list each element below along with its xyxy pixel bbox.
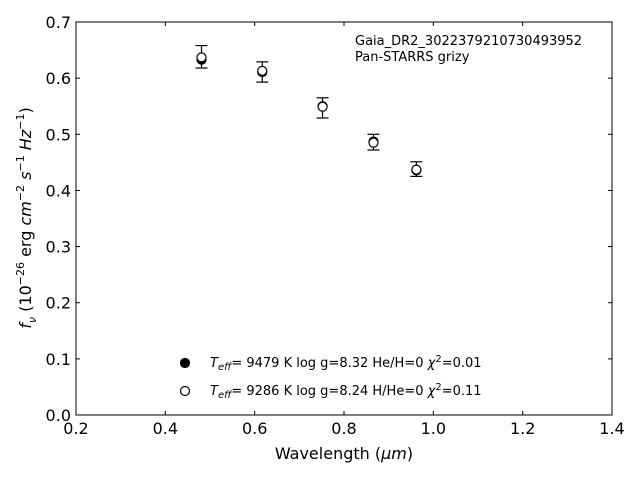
- legend-entry-part: = 9479 K log g=8.32 He/H=0: [231, 356, 427, 371]
- legend-marker: [179, 357, 191, 369]
- y-axis-title-part: cm: [16, 201, 35, 225]
- y-tick-label: 0.2: [46, 294, 71, 313]
- y-axis-title-part: (10: [16, 285, 35, 317]
- x-tick-label: 1.4: [599, 419, 624, 438]
- y-axis-title-part: s: [16, 172, 35, 180]
- y-axis-title-part: −1: [14, 114, 27, 130]
- model-point-open: [196, 52, 207, 63]
- x-tick-label: 0.4: [153, 419, 178, 438]
- legend-entry: Teff= 9479 K log g=8.32 He/H=0 χ2=0.01: [210, 354, 482, 373]
- y-tick-label: 0.7: [46, 13, 71, 32]
- y-tick-label: 0.3: [46, 238, 71, 257]
- y-axis: 0.0 0.1 0.2 0.3 0.4 0.5 0.6 0.7: [46, 13, 612, 425]
- legend-entry-part: eff: [218, 362, 233, 373]
- legend-entry-part: 2: [435, 354, 441, 365]
- legend: Teff= 9479 K log g=8.32 He/H=0 χ2=0.01Te…: [179, 354, 482, 401]
- y-axis-title-part: −26: [14, 262, 27, 285]
- y-axis-title-part: Hz: [16, 129, 35, 150]
- y-axis-title-text: fν (10−26 erg cm−2 s−1 Hz−1): [14, 107, 39, 328]
- survey-annotation: Pan-STARRS grizy: [355, 50, 470, 65]
- legend-entry-part: T: [210, 356, 219, 371]
- model-point-open: [368, 137, 379, 148]
- legend-entry-part: eff: [218, 390, 233, 401]
- legend-entry-part: T: [210, 384, 219, 399]
- legend-entry-part: =0.11: [442, 384, 482, 399]
- legend-entry-part: 2: [435, 382, 441, 393]
- x-tick-label: 1.0: [421, 419, 446, 438]
- y-tick-label: 0.6: [46, 69, 71, 88]
- legend-entry-part: χ: [427, 384, 437, 399]
- star-id-annotation: Gaia_DR2_3022379210730493952: [355, 34, 582, 49]
- legend-marker: [179, 385, 191, 397]
- y-tick-label: 0.1: [46, 350, 71, 369]
- y-axis-title-part: −2: [14, 185, 27, 201]
- y-axis-title-part: ν: [26, 317, 39, 323]
- y-axis-title-part: erg: [16, 226, 35, 262]
- x-axis-title: Wavelength (μm): [275, 444, 413, 463]
- legend-entry-part: χ: [427, 356, 437, 371]
- x-tick-label: 0.6: [242, 419, 267, 438]
- y-axis-title: fν (10−26 erg cm−2 s−1 Hz−1): [14, 107, 39, 328]
- model-point-open: [411, 164, 422, 175]
- legend-entry-part: =0.01: [442, 356, 482, 371]
- y-axis-title-part: ): [16, 107, 35, 113]
- model-point-open: [317, 101, 328, 112]
- y-tick-label: 0.5: [46, 125, 71, 144]
- y-tick-label: 0.0: [46, 406, 71, 425]
- y-axis-title-part: f: [16, 321, 35, 329]
- x-tick-label: 0.2: [63, 419, 88, 438]
- x-tick-label: 0.8: [331, 419, 356, 438]
- y-tick-label: 0.4: [46, 181, 71, 200]
- plot-frame: [75, 21, 613, 416]
- legend-entry-part: = 9286 K log g=8.24 H/He=0: [231, 384, 427, 399]
- x-tick-label: 1.2: [510, 419, 535, 438]
- data-points: [196, 52, 422, 176]
- legend-entry: Teff= 9286 K log g=8.24 H/He=0 χ2=0.11: [210, 382, 482, 401]
- y-axis-title-part: −1: [14, 155, 27, 171]
- model-point-open: [257, 65, 268, 76]
